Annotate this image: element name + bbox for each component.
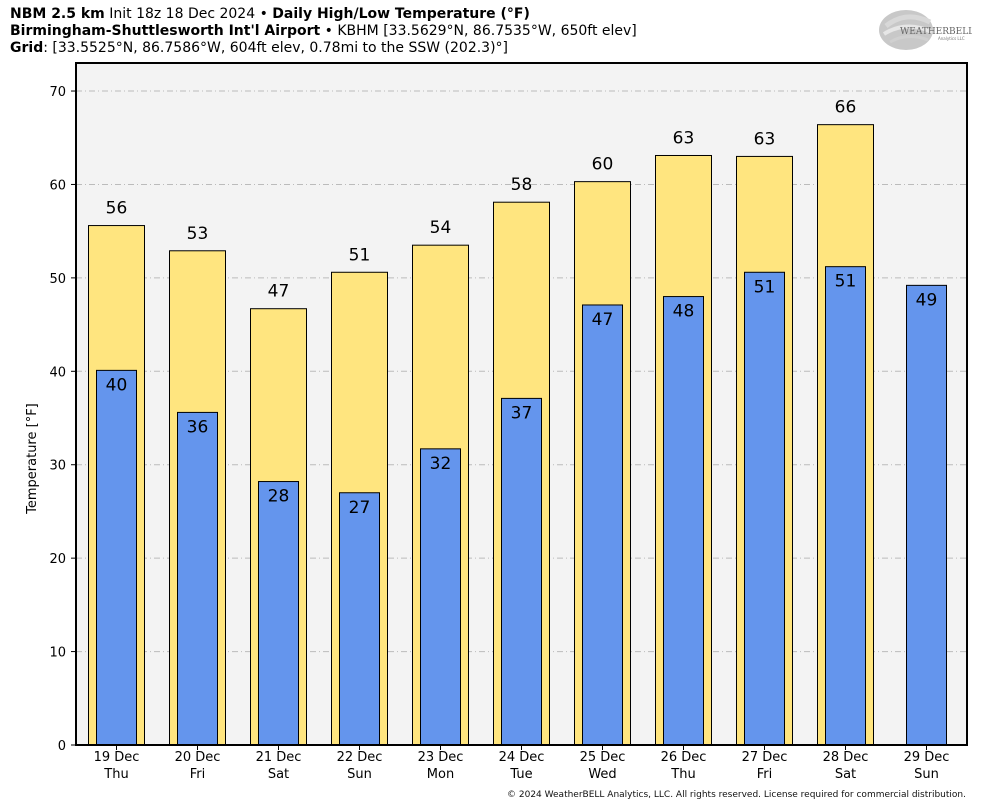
x-tick-date: 26 Dec [661, 750, 707, 765]
init-time: Init 18z 18 Dec 2024 [109, 6, 256, 22]
low-temp-bar [339, 492, 380, 746]
x-tick-date: 23 Dec [418, 750, 464, 765]
low-temp-bar [420, 448, 461, 746]
station-name: Birmingham-Shuttlesworth Int'l Airport [10, 23, 321, 39]
low-temp-label: 40 [106, 375, 128, 395]
low-temp-label: 32 [430, 454, 452, 474]
x-tick-date: 21 Dec [256, 750, 302, 765]
y-tick-label: 50 [49, 272, 66, 287]
high-temp-label: 47 [268, 282, 290, 302]
y-tick-label: 10 [49, 646, 66, 661]
x-tick-weekday: Sat [268, 767, 289, 782]
station-info: KBHM [33.5629°N, 86.7535°W, 650ft elev] [337, 23, 637, 39]
y-tick-label: 60 [49, 178, 66, 193]
x-tick-date: 28 Dec [823, 750, 869, 765]
x-tick-weekday: Sat [835, 767, 856, 782]
copyright-notice: © 2024 WeatherBELL Analytics, LLC. All r… [507, 790, 966, 800]
high-temp-label: 51 [349, 245, 371, 265]
high-temp-label: 58 [511, 175, 533, 195]
grid-info: : [33.5525°N, 86.7586°W, 604ft elev, 0.7… [43, 40, 509, 56]
y-tick-label: 40 [49, 365, 66, 380]
x-tick-weekday: Sun [347, 767, 372, 782]
grid-label: Grid [10, 40, 44, 56]
x-tick-date: 22 Dec [337, 750, 383, 765]
data-labels: 56 40 53 36 47 28 51 27 54 32 58 37 60 47 63 48 63 51 66 51… [106, 98, 938, 518]
y-tick-label: 30 [49, 459, 66, 474]
y-tick-label: 0 [58, 739, 66, 754]
x-tick-weekday: Sun [914, 767, 939, 782]
header-line-3: Grid: [33.5525°N, 86.7586°W, 604ft elev,… [10, 40, 637, 57]
y-tick-label: 20 [49, 552, 66, 567]
low-temp-bar [177, 411, 218, 746]
low-temp-bar [906, 284, 947, 746]
product-title: Daily High/Low Temperature (°F) [272, 6, 530, 22]
high-temp-label: 56 [106, 199, 128, 219]
y-axis-title: Temperature [°F] [25, 403, 40, 515]
header-line-2: Birmingham-Shuttlesworth Int'l Airport •… [10, 23, 637, 40]
low-temp-bar [825, 266, 866, 746]
low-temp-bar [582, 304, 623, 746]
low-temp-bar [501, 397, 542, 746]
x-tick-date: 19 Dec [94, 750, 140, 765]
low-temp-label: 36 [187, 417, 209, 437]
x-tick-weekday: Fri [190, 767, 206, 782]
low-temp-label: 27 [349, 498, 371, 518]
high-temp-label: 60 [592, 155, 614, 175]
bullet-2: • [324, 23, 333, 39]
low-temp-bar [744, 271, 785, 746]
x-tick-weekday: Thu [103, 767, 128, 782]
axes: 0 10 20 30 40 50 60 70 19 Dec Thu 20 Dec Fri 21 Dec S… [49, 85, 949, 782]
x-tick-weekday: Tue [509, 767, 532, 782]
x-tick-date: 20 Dec [175, 750, 221, 765]
logo-text: WEATHERBELL [900, 27, 972, 37]
low-temp-label: 48 [673, 302, 695, 322]
x-tick-weekday: Thu [670, 767, 695, 782]
logo-subtext: Analytics LLC [938, 36, 965, 41]
low-temp-label: 49 [916, 290, 938, 310]
x-tick-date: 24 Dec [499, 750, 545, 765]
x-tick-weekday: Fri [757, 767, 773, 782]
x-tick-date: 29 Dec [904, 750, 950, 765]
low-temp-bar [96, 369, 137, 746]
low-temp-label: 51 [835, 272, 857, 292]
high-temp-label: 63 [754, 129, 776, 149]
bullet-1: • [259, 6, 268, 22]
header-line-1: NBM 2.5 km Init 18z 18 Dec 2024 • Daily … [10, 6, 637, 23]
low-temp-bar [663, 296, 704, 746]
high-temp-label: 54 [430, 218, 452, 238]
low-temp-label: 51 [754, 277, 776, 297]
weatherbell-logo: WEATHERBELL Analytics LLC [879, 10, 972, 50]
low-temp-label: 28 [268, 487, 290, 507]
high-temp-label: 66 [835, 98, 857, 118]
x-tick-date: 25 Dec [580, 750, 626, 765]
high-temp-label: 53 [187, 224, 209, 244]
high-temp-label: 63 [673, 128, 695, 148]
y-tick-label: 70 [49, 85, 66, 100]
model-name: NBM 2.5 km [10, 6, 105, 22]
x-tick-date: 27 Dec [742, 750, 788, 765]
bars [88, 124, 947, 746]
chart-header: NBM 2.5 km Init 18z 18 Dec 2024 • Daily … [10, 6, 637, 57]
x-tick-weekday: Mon [427, 767, 454, 782]
low-temp-label: 47 [592, 310, 614, 330]
low-temp-bar [258, 481, 299, 746]
low-temp-label: 37 [511, 403, 533, 423]
x-tick-weekday: Wed [588, 767, 616, 782]
